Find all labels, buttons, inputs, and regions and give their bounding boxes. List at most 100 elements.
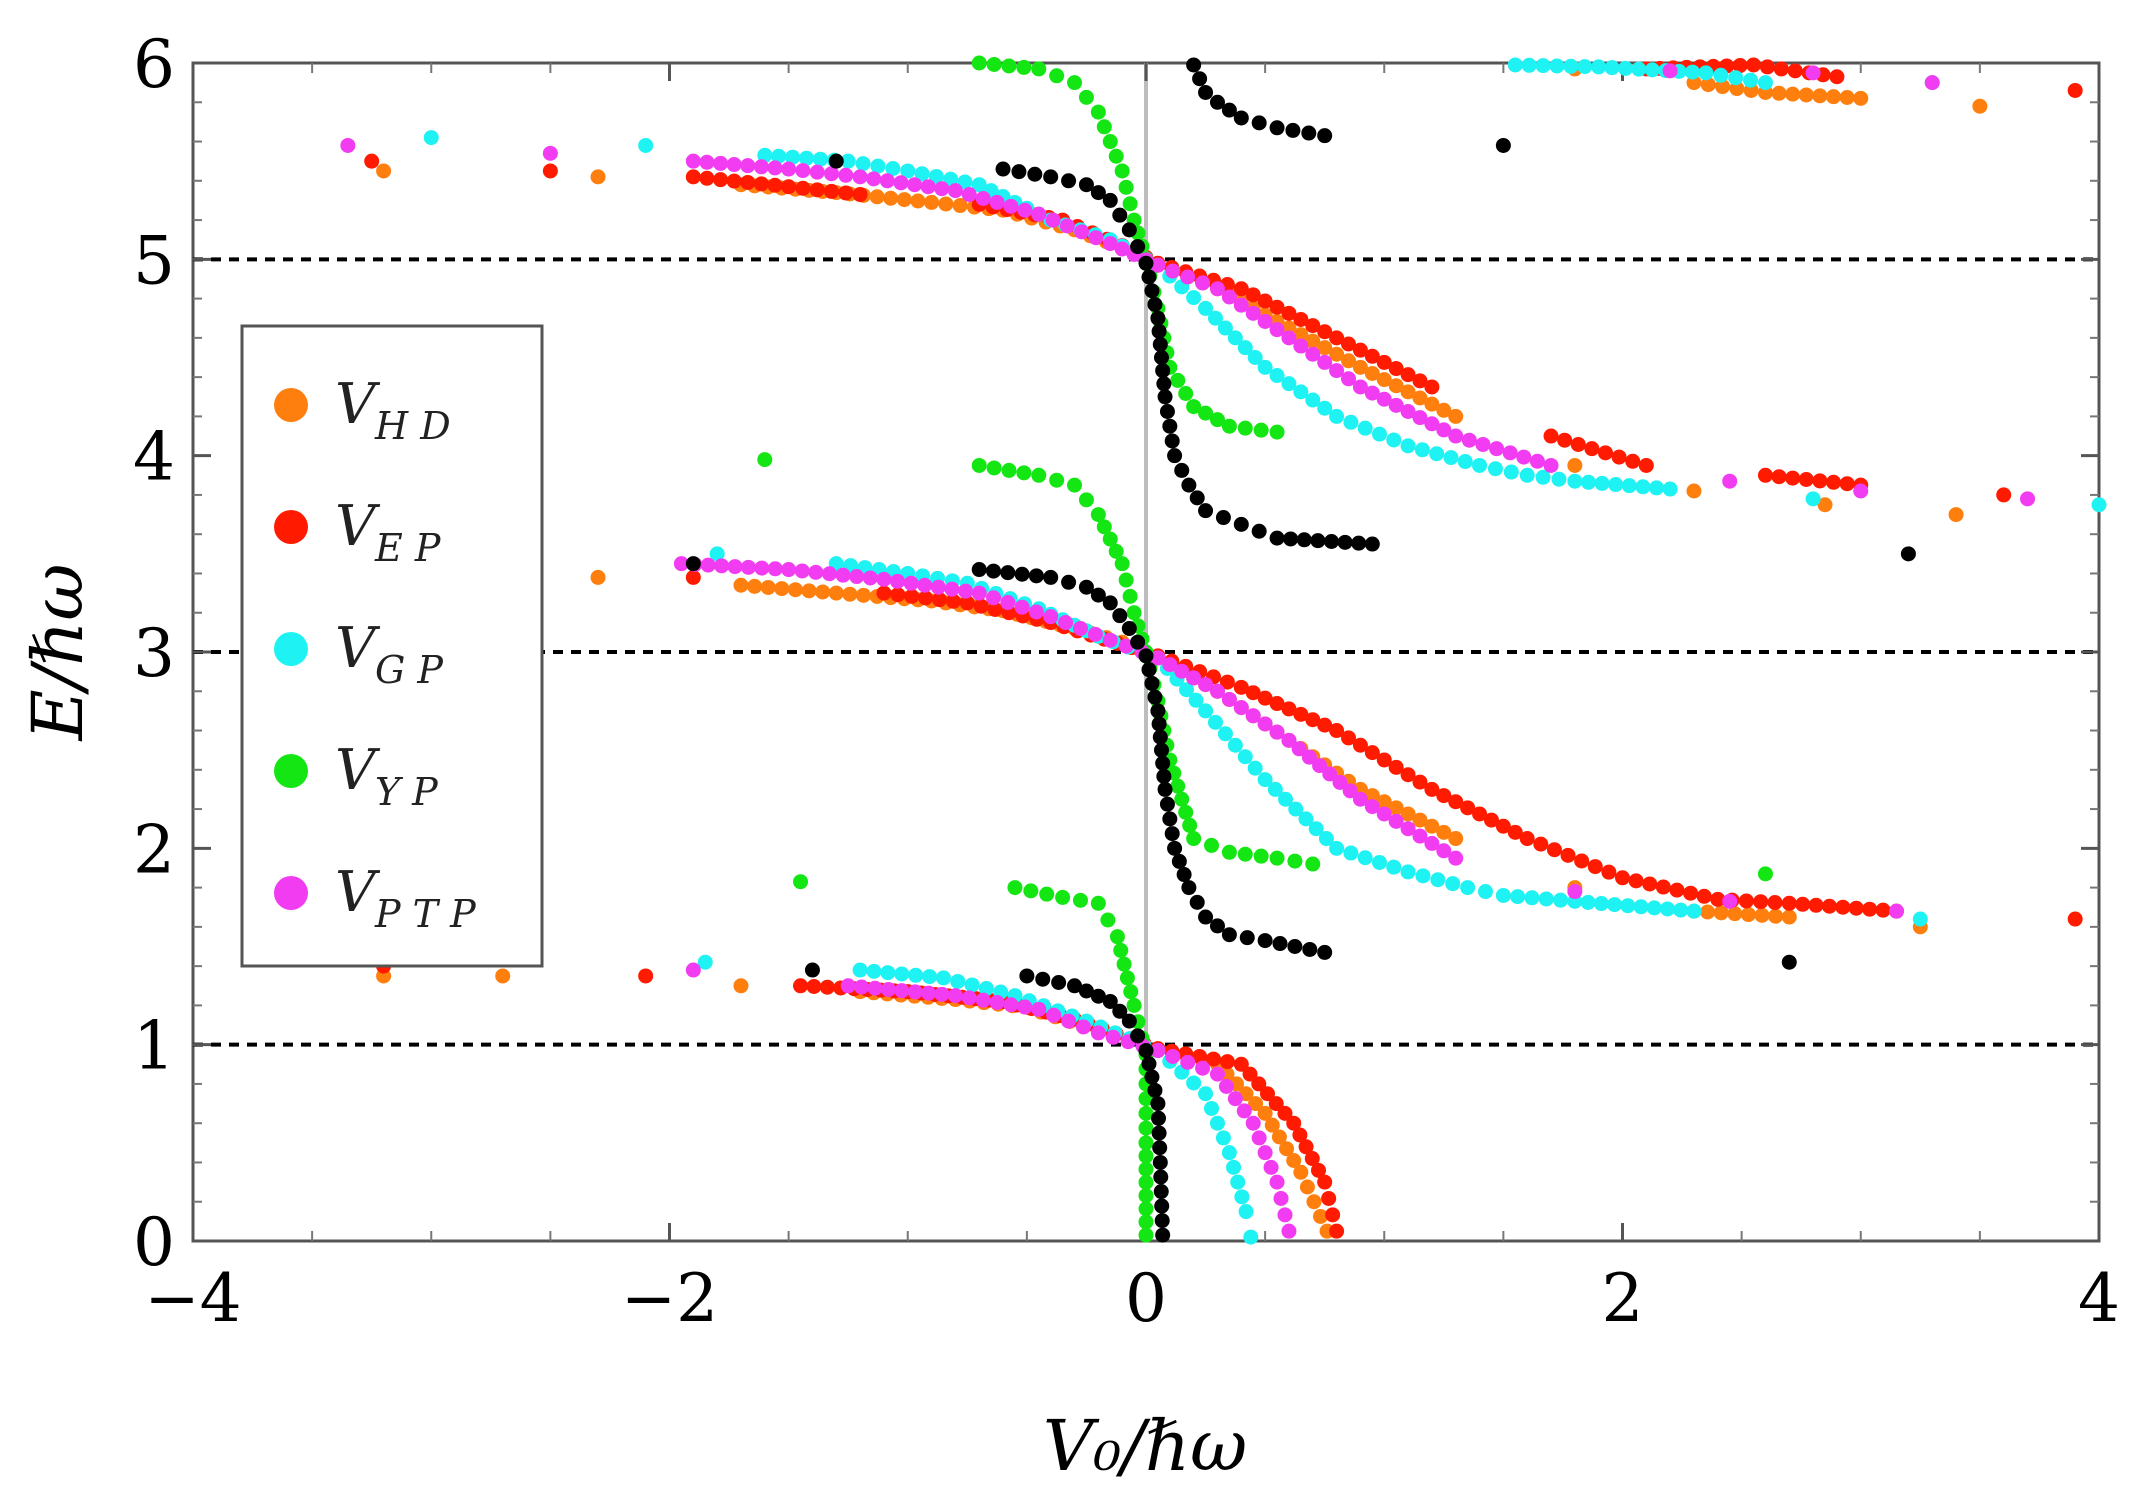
point-V_GP — [1577, 59, 1593, 75]
point-V_GP — [1604, 60, 1620, 76]
point-V_PTP — [1233, 700, 1249, 716]
point-V_PTP — [934, 986, 950, 1002]
legend-marker — [274, 876, 308, 910]
point-V_EP — [1996, 487, 2012, 503]
point-V_YP — [1209, 412, 1225, 428]
point-black — [1251, 523, 1267, 539]
point-V_YP — [1078, 89, 1094, 105]
point-V_PTP — [1209, 281, 1225, 297]
point-black — [1164, 826, 1180, 842]
point-V_EP — [1483, 812, 1499, 828]
point-V_GP — [894, 966, 910, 982]
point-black — [1121, 222, 1137, 238]
point-V_EP — [1773, 61, 1789, 77]
y-tick-label: 2 — [133, 811, 175, 888]
point-V_YP — [1116, 956, 1132, 972]
point-V_EP — [1519, 831, 1535, 847]
point-V_GP — [1267, 781, 1283, 797]
point-V_YP — [1269, 850, 1285, 866]
point-V_EP — [1771, 469, 1787, 485]
point-V_EP — [1305, 318, 1321, 334]
point-V_EP — [1293, 706, 1309, 722]
point-black — [1090, 587, 1106, 603]
point-V_EP — [1268, 1096, 1284, 1112]
point-V_PTP — [767, 160, 783, 176]
point-V_EP — [1495, 818, 1511, 834]
point-V_YP — [1253, 422, 1269, 438]
point-V_YP — [1126, 997, 1142, 1013]
point-V_PTP — [1281, 732, 1297, 748]
point-V_PTP — [1046, 1007, 1062, 1023]
point-V_EP — [1329, 723, 1345, 739]
point-V_YP — [1221, 844, 1237, 860]
point-black — [1153, 1169, 1169, 1185]
point-V_YP — [1123, 984, 1139, 1000]
point-V_PTP — [1412, 410, 1428, 426]
point-V_HD — [1412, 390, 1428, 406]
point-V_PTP — [1341, 371, 1357, 387]
point-V_HD — [1785, 86, 1801, 102]
point-V_PTP — [1236, 1103, 1252, 1119]
point-V_YP — [1170, 778, 1186, 794]
point-V_HD — [1299, 1179, 1315, 1195]
point-V_HD — [1388, 378, 1404, 394]
point-V_YP — [1096, 119, 1112, 135]
point-V_YP — [1138, 1135, 1154, 1151]
point-V_EP — [876, 585, 892, 601]
point-V_EP — [852, 187, 868, 203]
point-V_EP — [1507, 824, 1523, 840]
point-V_GP — [798, 150, 814, 166]
point-V_PTP — [1273, 1190, 1289, 1206]
point-black — [1181, 880, 1197, 896]
point-black — [1152, 1140, 1168, 1156]
point-V_EP — [1587, 859, 1603, 875]
point-V_HD — [1364, 788, 1380, 804]
point-V_PTP — [1436, 422, 1452, 438]
point-black — [1130, 634, 1146, 650]
point-V_GP — [1414, 442, 1430, 458]
point-V_EP — [1533, 836, 1549, 852]
point-V_EP — [824, 183, 840, 199]
point-V_GP — [1580, 894, 1596, 910]
point-V_EP — [1286, 1115, 1302, 1131]
point-V_HD — [1781, 909, 1797, 925]
point-V_EP — [1424, 379, 1440, 395]
point-V_EP — [1669, 882, 1685, 898]
legend-subscript: G P — [375, 648, 444, 692]
point-V_EP — [1746, 57, 1762, 73]
legend-label: V — [335, 860, 381, 925]
point-V_PTP — [1352, 791, 1368, 807]
point-V_PTP — [975, 190, 991, 206]
point-V_GP — [1553, 892, 1569, 908]
point-V_GP — [866, 963, 882, 979]
point-V_GP — [1207, 714, 1223, 730]
point-black — [1090, 988, 1106, 1004]
point-black — [1144, 283, 1160, 299]
point-V_PTP — [1257, 1145, 1273, 1161]
point-V_EP — [1281, 701, 1297, 717]
point-V_GP — [928, 168, 944, 184]
point-V_GP — [423, 130, 439, 146]
point-V_EP — [1812, 473, 1828, 489]
point-V_EP — [1808, 897, 1824, 913]
x-tick-label: 2 — [1602, 1260, 1644, 1337]
point-V_YP — [1055, 889, 1071, 905]
point-V_PTP — [1102, 236, 1118, 252]
point-V_EP — [959, 595, 975, 611]
point-V_PTP — [1400, 403, 1416, 419]
point-V_PTP — [1263, 1159, 1279, 1175]
point-V_YP — [1182, 817, 1198, 833]
point-V_PTP — [958, 583, 974, 599]
point-V_GP — [1631, 61, 1647, 77]
legend-label: V — [335, 494, 381, 559]
point-V_EP — [795, 180, 811, 196]
point-V_PTP — [1448, 850, 1464, 866]
point-V_PTP — [890, 573, 906, 589]
point-V_EP — [1753, 894, 1769, 910]
point-V_HD — [376, 163, 392, 179]
point-V_PTP — [1245, 1115, 1261, 1131]
point-V_GP — [1227, 330, 1243, 346]
y-tick-label: 3 — [133, 615, 175, 692]
point-V_PTP — [673, 556, 689, 572]
point-V_HD — [1972, 98, 1988, 114]
